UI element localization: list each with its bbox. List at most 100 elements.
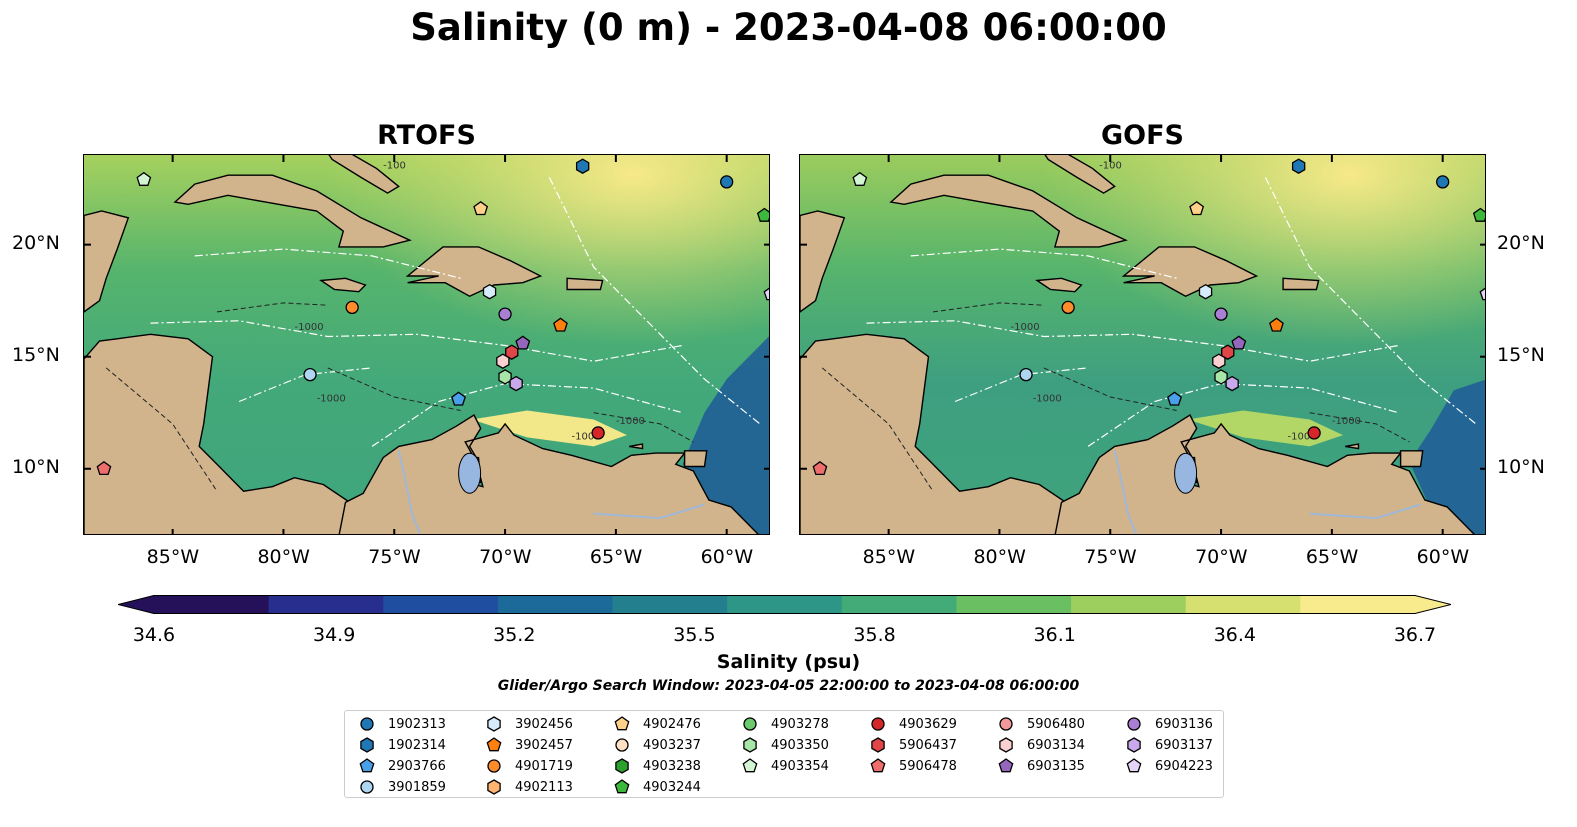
river [1113, 450, 1138, 534]
bathymetry-contour [932, 302, 1044, 313]
float-marker-4903244[interactable] [756, 207, 770, 222]
float-marker-5906478[interactable] [812, 460, 828, 476]
float-marker-1902313[interactable] [720, 175, 734, 189]
float-marker-6903134[interactable] [496, 353, 510, 369]
legend-item-6903135: 6903135 [998, 756, 1085, 776]
float-marker-4903354[interactable] [852, 171, 868, 186]
eez-boundary [1264, 177, 1477, 425]
float-marker-2903766[interactable] [1167, 391, 1182, 406]
legend-item-6903136: 6903136 [1126, 714, 1213, 734]
map-gofs[interactable]: -100 -1000 -1000 -1000 -1000 [799, 154, 1486, 535]
float-marker-1902313[interactable] [1436, 175, 1450, 189]
colorbar-segment [1185, 595, 1301, 614]
land-jamaica [319, 277, 367, 293]
pentagon-marker-icon [486, 737, 502, 752]
float-marker-3901859[interactable] [1019, 367, 1033, 382]
pentagon-marker-icon [359, 758, 375, 773]
float-marker-6903136[interactable] [1214, 307, 1228, 321]
land-southam [338, 413, 759, 534]
float-marker-3902456[interactable] [1198, 283, 1213, 300]
float-marker-5906437[interactable] [1221, 344, 1235, 360]
colorbar-label: Salinity (psu) [716, 651, 861, 673]
colorbar-tick-label: 36.4 [1213, 624, 1256, 646]
colorbar-tick-label: 35.5 [673, 624, 716, 646]
float-marker-6904223[interactable] [1479, 287, 1486, 301]
float-marker-6903137[interactable] [509, 375, 523, 392]
contour-label: -100 [383, 160, 406, 171]
circle-marker-icon [743, 717, 757, 731]
float-marker-4903629[interactable] [1307, 426, 1321, 440]
legend-item-5906478: 5906478 [870, 756, 957, 776]
circle-marker-icon [360, 780, 374, 794]
lon-label: 80°W [257, 546, 310, 568]
float-marker-4903350[interactable] [1214, 369, 1228, 385]
lon-label: 85°W [862, 546, 916, 568]
float-marker-4903354[interactable] [136, 171, 152, 186]
eez-boundary [866, 320, 1399, 362]
float-marker-6903137[interactable] [1225, 375, 1239, 392]
float-marker-1902314[interactable] [575, 158, 590, 174]
bathymetry-contour [1309, 412, 1410, 443]
float-marker-4903350[interactable] [498, 369, 512, 385]
legend-label: 6904223 [1155, 758, 1213, 774]
lon-label: 75°W [1084, 546, 1137, 568]
legend-item-4902113: 4902113 [486, 777, 573, 797]
hexagon-marker-icon [743, 737, 757, 753]
hexagon-marker-icon [1127, 737, 1141, 753]
colorbar-tick-label: 34.6 [132, 624, 176, 646]
lake-maracaibo [1174, 452, 1198, 494]
legend-item-4903244: 4903244 [614, 777, 701, 797]
float-marker-6903134[interactable] [1212, 353, 1226, 369]
float-marker-3901859[interactable] [303, 367, 317, 382]
circle-marker-icon [487, 759, 501, 773]
legend-label: 4903237 [643, 737, 701, 753]
land-paria [629, 443, 644, 450]
land-trinidad [683, 450, 708, 468]
legend-item-1902314: 1902314 [359, 735, 446, 755]
float-marker-4901719[interactable] [345, 300, 359, 315]
legend-label: 3901859 [388, 779, 446, 795]
land-bahamas [1044, 155, 1116, 194]
land-paria [1345, 443, 1360, 450]
hexagon-marker-icon [871, 737, 885, 753]
bathymetry-contour [593, 412, 694, 443]
float-marker-5906437[interactable] [505, 344, 519, 360]
float-marker-4902476[interactable] [473, 200, 489, 216]
float-marker-4902476[interactable] [1189, 200, 1205, 216]
float-marker-3902457[interactable] [1269, 317, 1284, 332]
legend-item-1902313: 1902313 [359, 714, 446, 734]
contour-label: -1000 [295, 322, 324, 333]
legend-label: 1902313 [388, 716, 446, 732]
colorbar-extend-high [1415, 595, 1451, 614]
eez-boundary [194, 248, 461, 279]
float-marker-6903135[interactable] [1231, 335, 1247, 350]
legend-label: 2903766 [388, 758, 446, 774]
float-marker-2903766[interactable] [451, 391, 466, 406]
float-marker-4901719[interactable] [1061, 300, 1075, 315]
land-centralN [800, 210, 846, 313]
contour-label: -1000 [616, 416, 645, 427]
float-marker-5906478[interactable] [96, 460, 112, 476]
lat-label-left: 15°N [12, 343, 60, 366]
legend-label: 3902457 [515, 737, 573, 753]
float-marker-3902456[interactable] [482, 283, 497, 300]
legend-item-6903137: 6903137 [1126, 735, 1213, 755]
float-marker-4903629[interactable] [591, 426, 605, 440]
contour-label: -1000 [317, 394, 346, 405]
river [593, 503, 705, 520]
land-trinidad [1399, 450, 1424, 468]
panel-title-rtofs: RTOFS [377, 120, 476, 151]
colorbar-tick-label: 35.8 [853, 624, 896, 646]
float-marker-1902314[interactable] [1291, 158, 1306, 174]
colorbar-segment [268, 595, 384, 614]
float-marker-4903244[interactable] [1472, 207, 1486, 222]
map-rtofs[interactable]: -100 -1000 -1000 -1000 -1000 [83, 154, 770, 535]
orinoco-plume [682, 336, 769, 534]
float-marker-6903135[interactable] [515, 335, 531, 350]
float-marker-3902457[interactable] [553, 317, 568, 332]
float-marker-6903136[interactable] [498, 307, 512, 321]
legend-item-4903237: 4903237 [614, 735, 701, 755]
colorbar-tick-label: 36.7 [1393, 624, 1437, 646]
legend-item-4903629: 4903629 [870, 714, 957, 734]
float-marker-6904223[interactable] [763, 287, 770, 301]
